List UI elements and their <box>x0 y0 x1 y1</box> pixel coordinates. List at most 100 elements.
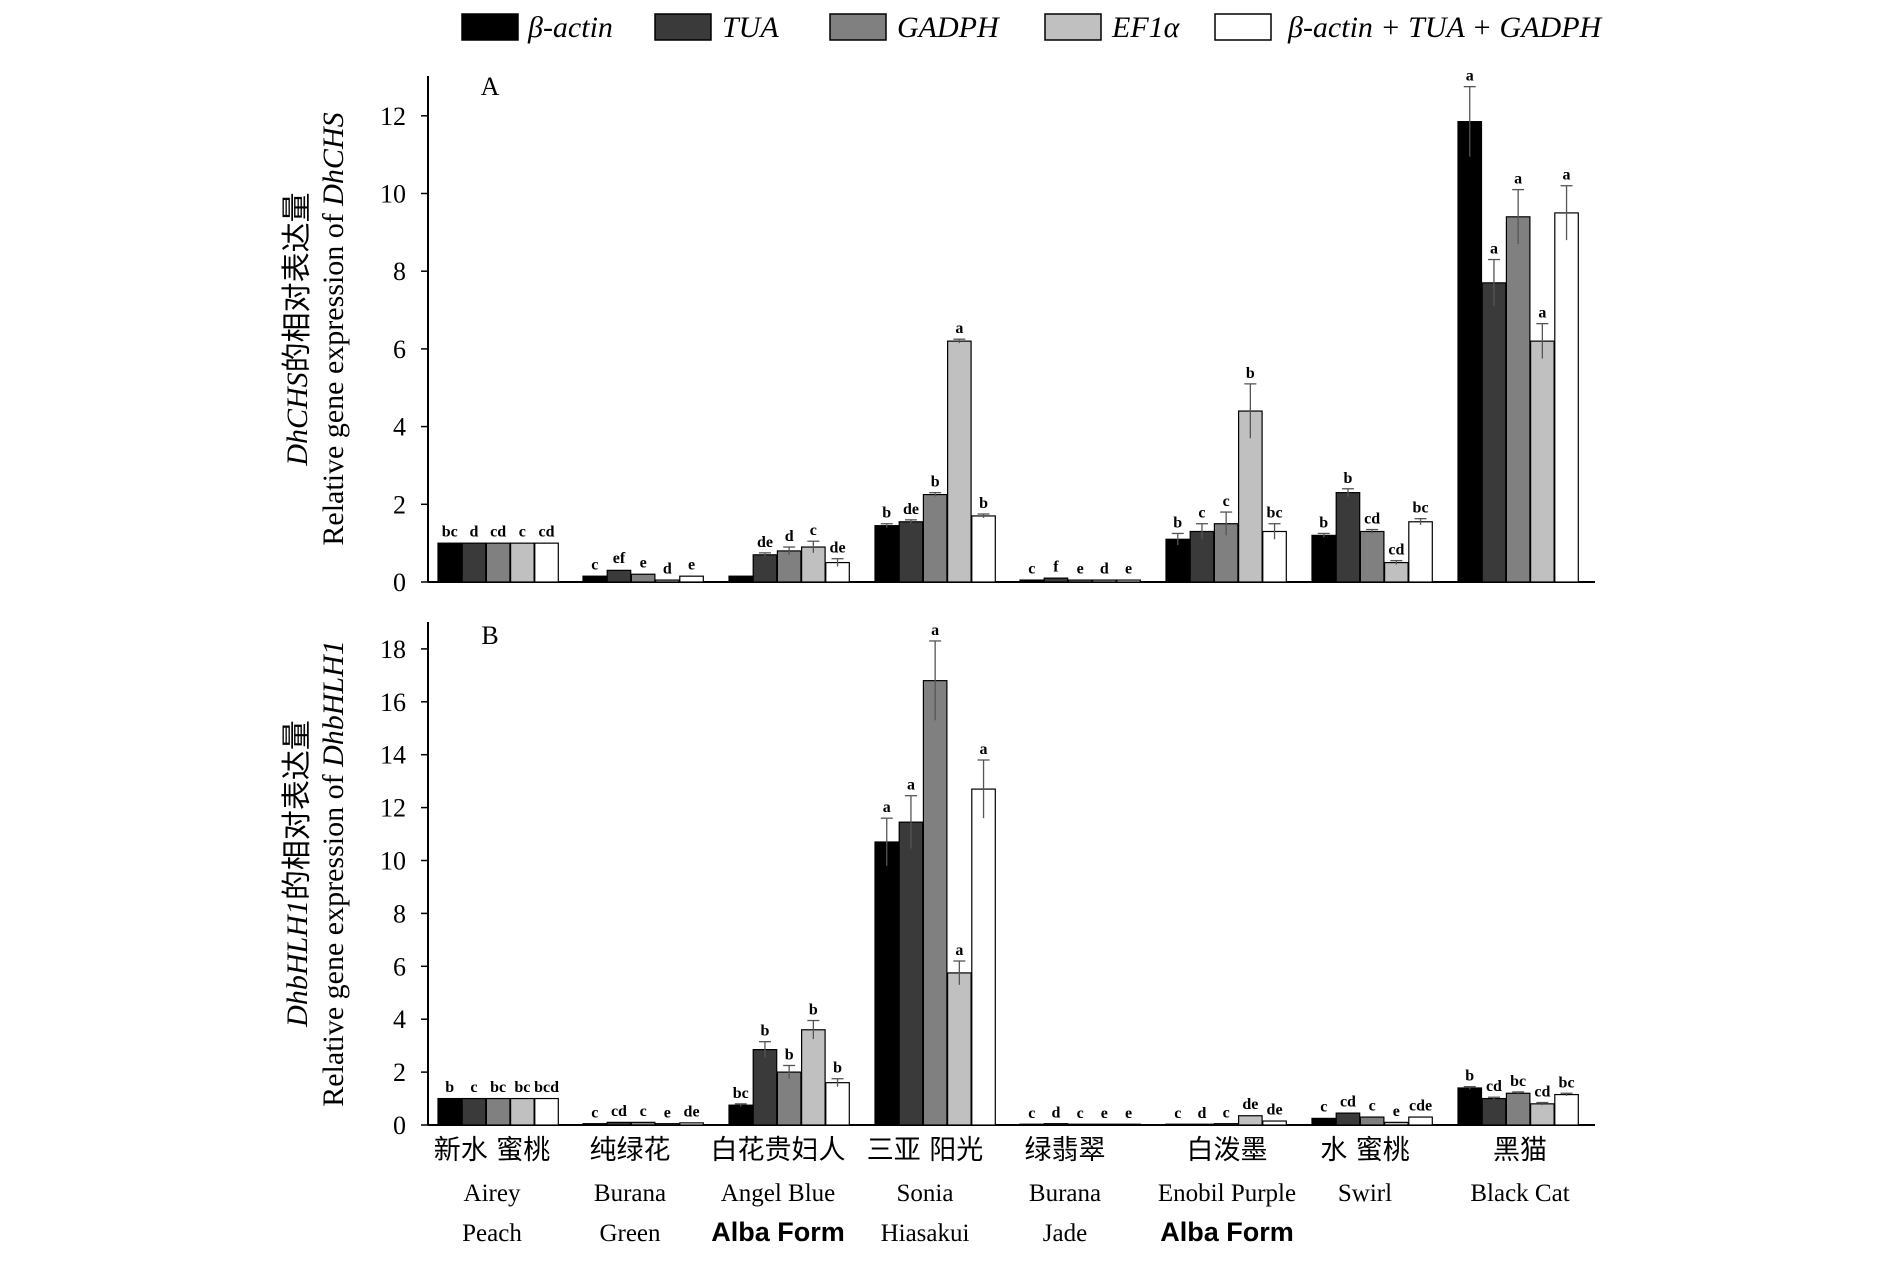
bar-s2-c6 <box>1359 530 1385 583</box>
sig-letter: bc <box>1559 1074 1575 1091</box>
sig-letter: a <box>883 799 891 816</box>
bar-s0-c7 <box>1457 1087 1483 1126</box>
bar-s2-c2 <box>776 1071 802 1126</box>
sig-letter: c <box>810 522 817 539</box>
sig-letter: d <box>785 528 794 545</box>
bar-s2-c1 <box>630 573 656 583</box>
sig-letter: cd <box>490 523 506 540</box>
legend-label-3: EF1α <box>1111 11 1181 44</box>
category-cn-label: 白花贵妇人 <box>711 1135 846 1166</box>
bar-s1-c1 <box>606 569 632 583</box>
sig-letter: b <box>1465 1068 1474 1085</box>
sig-letter: c <box>1077 1105 1084 1122</box>
bar-s0-c3 <box>874 841 900 1126</box>
sig-letter: e <box>688 556 695 573</box>
sig-letter: cd <box>1364 511 1380 528</box>
sig-letter: e <box>1393 1103 1400 1120</box>
y-tick-label: 0 <box>393 568 406 597</box>
category-en-label: Enobil Purple <box>1158 1180 1296 1207</box>
bar-s3-c6 <box>1383 561 1409 583</box>
sig-letter: bcd <box>534 1079 559 1096</box>
bar-s2-c0 <box>485 1097 511 1126</box>
legend-swatch-3 <box>1044 13 1102 41</box>
sig-letter: d <box>469 523 478 540</box>
sig-letter: de <box>684 1104 700 1121</box>
y-tick-label: 6 <box>393 952 406 981</box>
y-tick-label: 8 <box>393 899 406 928</box>
legend-label-1: TUA <box>722 11 779 44</box>
bar-s2-c3 <box>922 493 948 583</box>
category-cn-label: 水 蜜桃 <box>1320 1135 1410 1166</box>
legend-swatch-0 <box>461 13 519 41</box>
bar-s3-c5 <box>1237 1115 1263 1126</box>
legend-label-4: β-actin + TUA + GADPH <box>1287 11 1604 44</box>
sig-letter: de <box>1242 1096 1258 1113</box>
category-en-label: Swirl <box>1338 1180 1392 1207</box>
bar-s1-c6 <box>1335 1112 1361 1126</box>
sig-letter: a <box>1563 167 1571 184</box>
category-en-label-2: Alba Form <box>1160 1217 1294 1247</box>
bar-s0-c6 <box>1311 1117 1337 1126</box>
sig-letter: cd <box>611 1103 627 1120</box>
sig-letter: ef <box>613 550 626 567</box>
sig-letter: a <box>1490 241 1498 258</box>
sig-letter: b <box>882 505 891 522</box>
legend-swatch-1 <box>654 13 712 41</box>
bar-s2-c7 <box>1505 1092 1531 1126</box>
bar-s1-c7 <box>1481 1097 1507 1126</box>
bar-s0-c0 <box>437 1097 463 1126</box>
category-en-label-2: Alba Form <box>711 1217 845 1247</box>
y-axis-label-line2: Relative gene expression of DhbHLH1 <box>317 640 350 1107</box>
bar-s0-c2 <box>728 575 754 583</box>
sig-letter: e <box>1125 1105 1132 1122</box>
bar-s1-c3 <box>898 521 924 583</box>
legend-label-2: GADPH <box>897 11 1001 44</box>
bar-s0-c3 <box>874 525 900 583</box>
bar-s4-c4 <box>1116 579 1141 583</box>
sig-letter: c <box>1223 493 1230 510</box>
bar-s3-c3 <box>946 340 972 583</box>
bar-s1-c2 <box>752 1049 778 1126</box>
sig-letter: bc <box>1510 1073 1526 1090</box>
category-cn-label: 新水 蜜桃 <box>434 1135 551 1166</box>
sig-letter: b <box>785 1046 794 1063</box>
sig-letter: de <box>903 501 919 518</box>
sig-letter: c <box>591 1104 598 1121</box>
sig-letter: c <box>640 1103 647 1120</box>
sig-letter: cd <box>1486 1078 1502 1095</box>
bar-s1-c1 <box>606 1121 632 1126</box>
legend-swatch-4 <box>1214 13 1272 41</box>
sig-letter: de <box>757 534 773 551</box>
category-cn-label: 白泼墨 <box>1187 1135 1268 1166</box>
category-labels: 新水 蜜桃 Airey Peach 纯绿花 Burana Green 白花贵妇人 Angel … <box>434 1135 1570 1247</box>
bar-s4-c7 <box>1554 212 1579 583</box>
sig-letter: c <box>1028 561 1035 578</box>
bar-s3-c0 <box>510 1097 535 1126</box>
bar-s2-c4 <box>1067 1123 1093 1126</box>
sig-letter: bc <box>442 523 458 540</box>
category-en-label-2: Jade <box>1043 1220 1087 1247</box>
bar-s0-c2 <box>728 1104 754 1126</box>
bar-s4-c5 <box>1262 1120 1287 1126</box>
y-tick-label: 2 <box>393 490 406 519</box>
y-axis-label-line1: DhbHLH1的相对表达量 <box>281 720 314 1028</box>
y-tick-label: 16 <box>380 688 406 717</box>
bar-s4-c6 <box>1408 1116 1433 1126</box>
bar-s1-c4 <box>1043 1123 1069 1126</box>
sig-letter: c <box>470 1079 477 1096</box>
bar-s0-c5 <box>1165 1123 1191 1126</box>
sig-letter: a <box>907 777 915 794</box>
bar-s2-c3 <box>922 680 948 1126</box>
sig-letter: b <box>833 1060 842 1077</box>
sig-letter: c <box>1028 1105 1035 1122</box>
bar-s1-c0 <box>461 1097 487 1126</box>
sig-letter: b <box>760 1023 769 1040</box>
bar-s2-c7 <box>1505 216 1531 583</box>
sig-letter: a <box>980 741 988 758</box>
bar-s3-c7 <box>1529 1103 1555 1126</box>
category-en-label: Angel Blue <box>721 1180 836 1207</box>
y-tick-label: 4 <box>393 1005 406 1034</box>
panel-a: 0 2 4 6 8 10 12 A DhCHS的相对表达量 Relative gene expre… <box>281 68 1595 597</box>
sig-letter: e <box>1077 561 1084 578</box>
